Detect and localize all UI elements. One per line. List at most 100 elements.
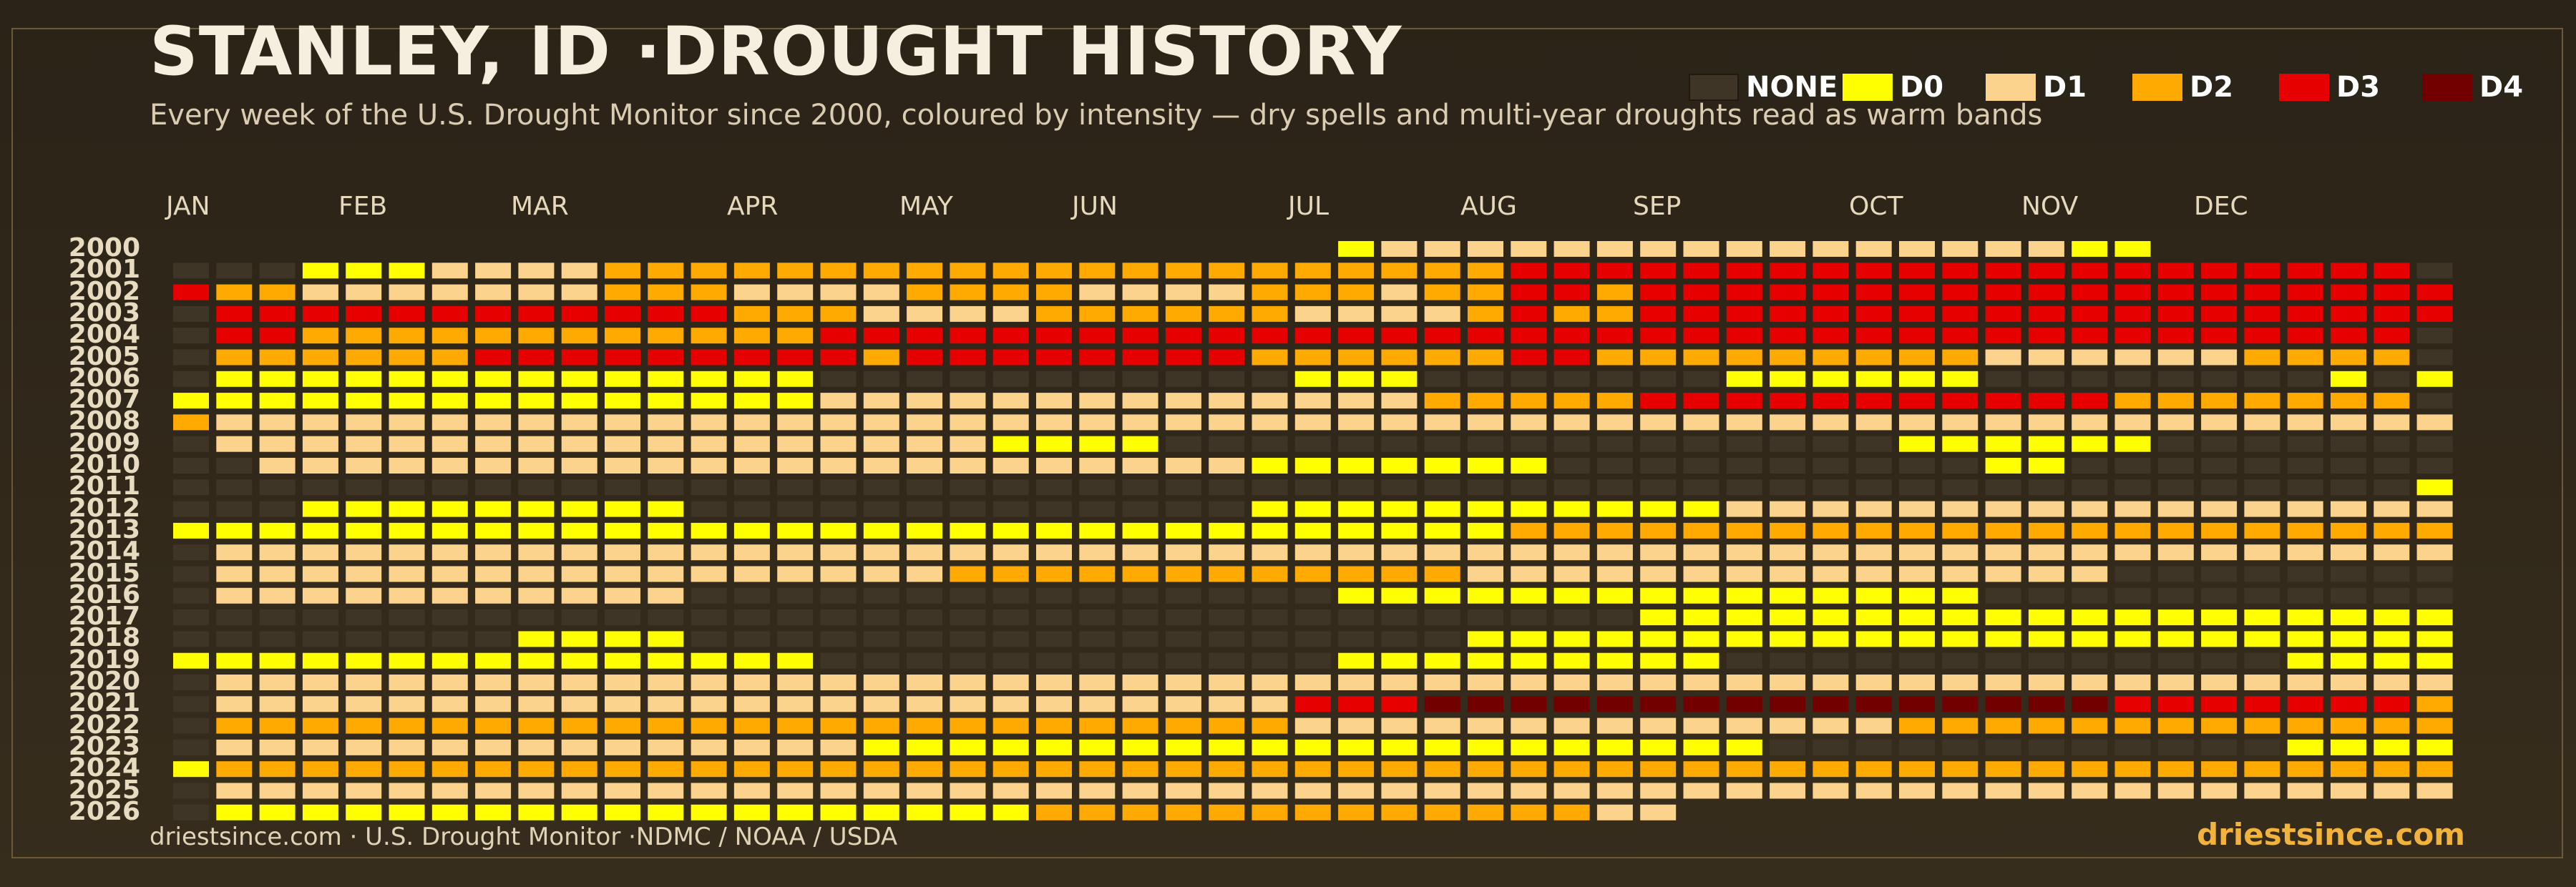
heatmap-cell — [1899, 501, 1935, 517]
heatmap-cell — [346, 522, 382, 539]
heatmap-cell — [992, 652, 1029, 669]
legend-label: D3 — [2336, 71, 2381, 104]
heatmap-cell — [1855, 717, 1892, 734]
heatmap-cell — [992, 783, 1029, 799]
heatmap-cell — [1294, 328, 1331, 344]
heatmap-cell — [605, 436, 640, 452]
heatmap-cell — [605, 587, 640, 604]
heatmap-cell — [1294, 458, 1331, 474]
heatmap-cell — [1596, 544, 1633, 561]
heatmap-cell — [2331, 609, 2366, 626]
heatmap-cell — [431, 501, 468, 517]
heatmap-cell — [820, 479, 857, 496]
heatmap-cell — [2416, 328, 2453, 344]
heatmap-cell — [1899, 479, 1935, 496]
heatmap-cell — [431, 544, 468, 561]
heatmap-cell — [820, 761, 857, 778]
heatmap-cell — [2201, 522, 2238, 539]
brand-link[interactable]: driestsince.com — [2197, 817, 2465, 852]
heatmap-cell — [518, 263, 555, 279]
heatmap-cell — [950, 675, 986, 690]
heatmap-cell — [2028, 263, 2064, 279]
heatmap-cell — [1985, 436, 2021, 452]
heatmap-cell — [1209, 717, 1245, 734]
heatmap-cell — [561, 263, 597, 279]
heatmap-cell — [1855, 263, 1892, 279]
heatmap-cell — [1813, 501, 1849, 517]
heatmap-cell — [518, 761, 555, 778]
heatmap-cell — [1770, 675, 1806, 690]
heatmap-cell — [1553, 284, 1590, 300]
heatmap-cell — [1381, 263, 1418, 279]
heatmap-cell — [907, 761, 943, 778]
heatmap-cell — [2157, 393, 2194, 409]
heatmap-cell — [2416, 305, 2453, 322]
heatmap-cell — [1813, 349, 1849, 366]
heatmap-cell — [1165, 349, 1201, 366]
heatmap-cell — [2373, 652, 2410, 669]
heatmap-cell — [691, 631, 727, 647]
heatmap-cell — [1036, 393, 1072, 409]
heatmap-cell — [2157, 609, 2194, 626]
month-label: MAR — [511, 192, 569, 221]
heatmap-cell — [907, 675, 943, 690]
heatmap-cell — [259, 263, 296, 279]
heatmap-cell — [2287, 696, 2323, 712]
heatmap-cell — [1294, 675, 1331, 690]
heatmap-cell — [1855, 328, 1892, 344]
heatmap-cell — [648, 696, 684, 712]
heatmap-cell — [648, 566, 684, 582]
heatmap-cell — [1640, 783, 1677, 799]
heatmap-cell — [1596, 522, 1633, 539]
heatmap-cell — [389, 675, 425, 690]
heatmap-cell — [733, 501, 770, 517]
heatmap-cell — [2201, 717, 2238, 734]
heatmap-cell — [2201, 501, 2238, 517]
heatmap-cell — [1553, 675, 1590, 690]
heatmap-cell — [1726, 761, 1762, 778]
heatmap-cell — [950, 631, 986, 647]
heatmap-cell — [2331, 393, 2366, 409]
heatmap-cell — [2072, 371, 2108, 387]
heatmap-cell — [346, 458, 382, 474]
heatmap-cell — [173, 349, 209, 366]
heatmap-cell — [1942, 761, 1979, 778]
heatmap-cell — [1122, 566, 1158, 582]
heatmap-cell — [733, 804, 770, 820]
heatmap-cell — [2201, 284, 2238, 300]
heatmap-cell — [2287, 566, 2323, 582]
heatmap-cell — [561, 328, 597, 344]
heatmap-cell — [1770, 739, 1806, 755]
heatmap-cell — [431, 783, 468, 799]
heatmap-cell — [1338, 479, 1375, 496]
heatmap-cell — [1122, 305, 1158, 322]
heatmap-cell — [648, 717, 684, 734]
heatmap-cell — [2114, 241, 2151, 257]
heatmap-cell — [1511, 501, 1547, 517]
month-label: JAN — [166, 192, 210, 221]
heatmap-cell — [1036, 761, 1072, 778]
heatmap-cell — [2373, 436, 2410, 452]
heatmap-cell — [1770, 414, 1806, 431]
heatmap-cell — [691, 544, 727, 561]
heatmap-cell — [431, 566, 468, 582]
heatmap-cell — [1596, 609, 1633, 626]
heatmap-cell — [1942, 587, 1979, 604]
heatmap-cell — [605, 414, 640, 431]
heatmap-cell — [431, 263, 468, 279]
heatmap-cell — [1855, 371, 1892, 387]
heatmap-cell — [2244, 479, 2280, 496]
heatmap-cell — [1855, 349, 1892, 366]
heatmap-cell — [475, 544, 512, 561]
heatmap-cell — [691, 761, 727, 778]
heatmap-cell — [950, 566, 986, 582]
heatmap-cell — [1813, 761, 1849, 778]
heatmap-cell — [1596, 328, 1633, 344]
year-label: 2008 — [68, 406, 140, 436]
heatmap-cell — [733, 349, 770, 366]
month-label: SEP — [1633, 192, 1682, 221]
heatmap-cell — [2157, 587, 2194, 604]
year-label: 2020 — [68, 667, 140, 696]
heatmap-cell — [1899, 609, 1935, 626]
heatmap-cell — [173, 501, 209, 517]
